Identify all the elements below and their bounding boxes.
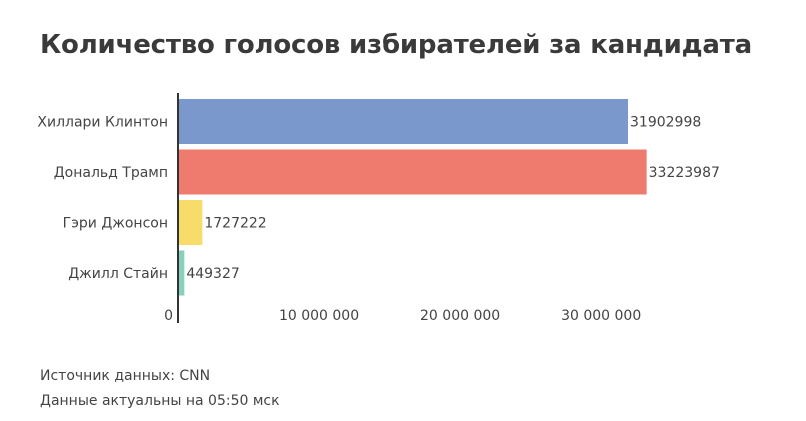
x-tick-label: 0 (164, 308, 173, 324)
bar-3 (178, 250, 185, 296)
update-note: Данные актуальны на 05:50 мск (40, 393, 280, 409)
bar-0 (178, 99, 628, 144)
value-label: 31902998 (630, 115, 701, 131)
value-label: 449327 (186, 266, 239, 282)
category-label: Гэри Джонсон (63, 216, 168, 232)
value-label: 1727222 (204, 216, 266, 232)
category-label: Дональд Трамп (54, 165, 168, 181)
bar-2 (178, 200, 203, 245)
x-tick-label: 10 000 000 (279, 308, 359, 324)
x-tick-label: 20 000 000 (420, 308, 500, 324)
source-note: Источник данных: CNN (40, 368, 211, 384)
chart-title: Количество голосов избирателей за кандид… (40, 30, 752, 60)
category-label: Джилл Стайн (68, 266, 168, 282)
x-tick-label: 30 000 000 (561, 308, 641, 324)
bar-1 (178, 149, 647, 195)
value-label: 33223987 (649, 165, 720, 181)
category-label: Хиллари Клинтон (37, 115, 168, 131)
